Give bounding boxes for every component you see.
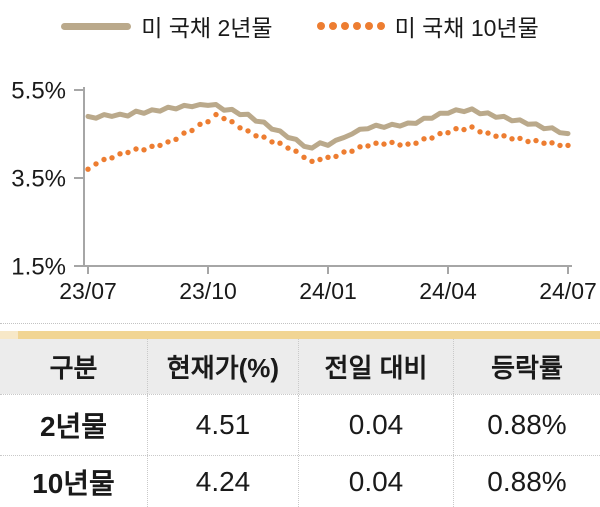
svg-text:24/04: 24/04 [419,278,477,304]
row-label: 10년물 [32,467,115,499]
svg-text:3.5%: 3.5% [11,165,66,192]
table-row: 10년물 4.24 0.04 0.88% [0,455,600,507]
legend-label-2y: 미 국채 2년물 [141,15,273,41]
series-10y-dots [85,111,571,172]
yield-line-chart: 5.5% 3.5% 1.5%23/07 23/10 24/01 24/04 24/07 [11,77,597,304]
row-label: 2년물 [39,411,108,442]
yield-table: 구분 현재가(%) 전일 대비 등락률 2년물 4.51 0.04 0.88% 10년물… [0,323,600,507]
table-header-price: 현재가(%) [147,339,298,394]
row-value: 0.04 [298,456,453,507]
svg-text:23/07: 23/07 [59,278,117,304]
table-header-change: 전일 대비 [298,339,453,394]
row-value: 4.24 [147,456,298,507]
legend-line-swatch-icon [61,22,132,30]
table-header-pctchange: 등락률 [453,339,600,394]
svg-text:5.5%: 5.5% [11,77,66,104]
legend-label-10y: 미 국채 10년물 [394,15,539,41]
chart-legend: 미 국채 2년물 미 국채 10년물 [0,0,600,48]
legend-item-10y: 미 국채 10년물 [316,9,539,43]
table-body: 2년물 4.51 0.04 0.88% 10년물 4.24 0.04 0.88% [0,394,600,507]
y-axis-labels: 5.5% 3.5% 1.5% [11,77,66,280]
chart-axes [74,87,572,274]
x-axis-labels: 23/07 23/10 24/01 24/04 24/07 [59,278,597,304]
table-header-row: 구분 현재가(%) 전일 대비 등락률 [0,339,600,394]
legend-dots-swatch-icon [316,22,385,30]
legend-item-2y: 미 국채 2년물 [61,9,273,43]
table-top-accent [0,331,600,339]
table-row: 2년물 4.51 0.04 0.88% [0,394,600,455]
svg-text:24/07: 24/07 [539,278,597,304]
row-value: 0.88% [453,456,600,507]
series-2y-line [85,102,571,151]
svg-text:1.5%: 1.5% [11,253,66,280]
row-value: 4.51 [147,395,298,455]
svg-text:24/01: 24/01 [299,278,357,304]
table-header-category: 구분 [49,353,98,383]
row-value: 0.04 [298,395,453,455]
row-value: 0.88% [453,395,600,455]
svg-text:23/10: 23/10 [179,278,237,304]
